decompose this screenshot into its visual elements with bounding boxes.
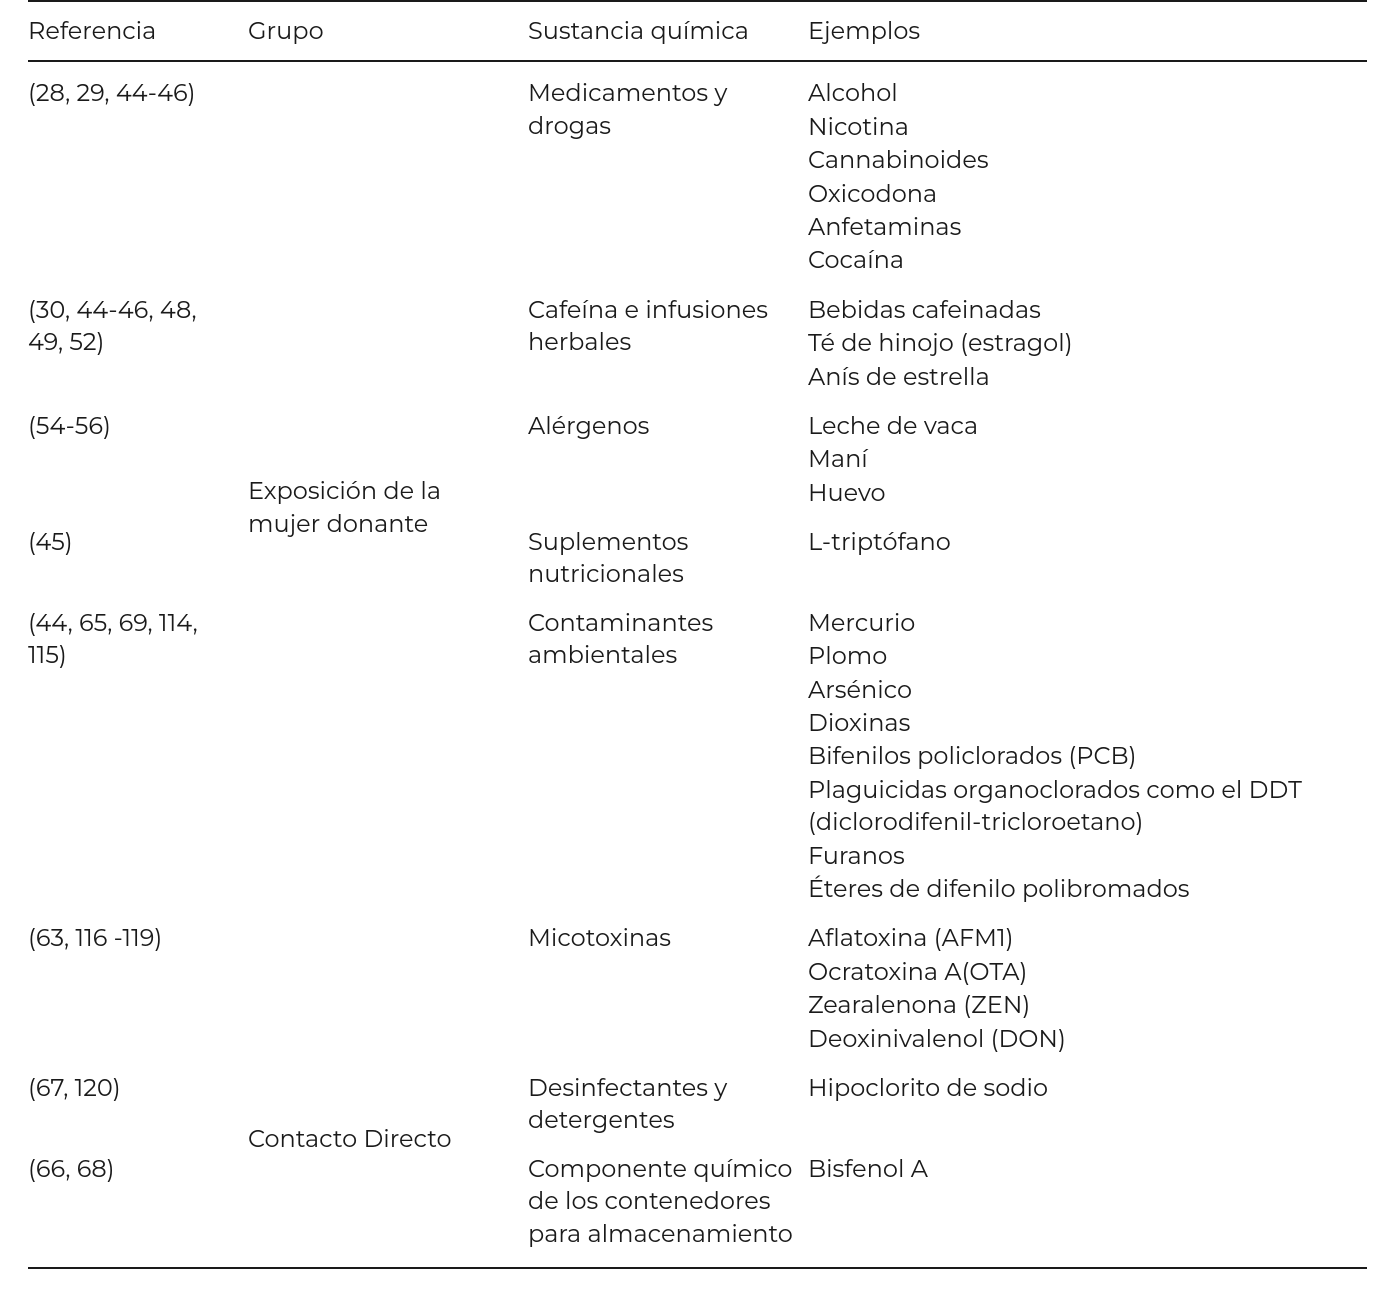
col-header-ejemplos: Ejemplos: [808, 16, 1367, 48]
table-row: (66, 68) Componente químico de los conten…: [28, 1138, 1367, 1267]
col-header-sustancia: Sustancia química: [528, 16, 808, 48]
example-item: Té de hinojo (estragol): [808, 328, 1355, 360]
example-item: Oxicodona: [808, 179, 1355, 211]
cell-referencia: (63, 116 -119): [28, 923, 248, 955]
group-label: Contacto Directo: [248, 1124, 528, 1156]
cell-sustancia: Alérgenos: [528, 411, 808, 443]
cell-ejemplos: Bisfenol A: [808, 1154, 1367, 1187]
example-item: Alcohol: [808, 78, 1355, 110]
table-row: (45) Suplementos nutricionalesL-triptófan…: [28, 511, 1367, 592]
example-item: Ocratoxina A(OTA): [808, 957, 1355, 989]
cell-referencia: (66, 68): [28, 1154, 248, 1186]
example-item: Furanos: [808, 841, 1355, 873]
group-label: Exposición de la mujer donante: [248, 476, 528, 541]
reference-table: Referencia Grupo Sustancia química Ejemp…: [28, 0, 1367, 1269]
cell-referencia: (54-56): [28, 411, 248, 443]
cell-ejemplos: Leche de vacaManíHuevo: [808, 411, 1367, 511]
example-item: Plaguicidas organoclorados como el DDT (…: [808, 775, 1355, 840]
example-item: Bisfenol A: [808, 1154, 1355, 1186]
cell-sustancia: Medicamentos y drogas: [528, 78, 808, 143]
cell-ejemplos: Aflatoxina (AFM1)Ocratoxina A(OTA)Zearal…: [808, 923, 1367, 1057]
cell-referencia: (30, 44-46, 48, 49, 52): [28, 295, 248, 360]
example-item: Aflatoxina (AFM1): [808, 923, 1355, 955]
cell-sustancia: Componente químico de los contenedores p…: [528, 1154, 808, 1251]
example-item: Éteres de difenilo polibromados: [808, 874, 1355, 906]
example-item: Nicotina: [808, 112, 1355, 144]
cell-sustancia: Contaminantes ambientales: [528, 608, 808, 673]
cell-sustancia: Micotoxinas: [528, 923, 808, 955]
example-item: Leche de vaca: [808, 411, 1355, 443]
cell-referencia: (44, 65, 69, 114, 115): [28, 608, 248, 673]
cell-ejemplos: AlcoholNicotinaCannabinoidesOxicodonaAnf…: [808, 78, 1367, 278]
example-item: Zearalenona (ZEN): [808, 990, 1355, 1022]
table-row: (63, 116 -119) MicotoxinasAflatoxina (AFM…: [28, 907, 1367, 1057]
example-item: Maní: [808, 444, 1355, 476]
example-item: Bifenilos policlorados (PCB): [808, 741, 1355, 773]
example-item: Anfetaminas: [808, 212, 1355, 244]
cell-referencia: (67, 120): [28, 1073, 248, 1105]
col-header-referencia: Referencia: [28, 16, 248, 48]
example-item: Plomo: [808, 641, 1355, 673]
col-header-grupo: Grupo: [248, 16, 528, 48]
cell-referencia: (45): [28, 527, 248, 559]
cell-ejemplos: L-triptófano: [808, 527, 1367, 560]
example-item: Mercurio: [808, 608, 1355, 640]
cell-sustancia: Suplementos nutricionales: [528, 527, 808, 592]
example-item: Arsénico: [808, 675, 1355, 707]
example-item: Deoxinivalenol (DON): [808, 1024, 1355, 1056]
example-item: L-triptófano: [808, 527, 1355, 559]
cell-sustancia: Desinfectantes y detergentes: [528, 1073, 808, 1138]
example-item: Anís de estrella: [808, 362, 1355, 394]
example-item: Cannabinoides: [808, 145, 1355, 177]
example-item: Dioxinas: [808, 708, 1355, 740]
table-row: (67, 120) Desinfectantes y detergentesHip…: [28, 1057, 1367, 1138]
table-row: (28, 29, 44-46) Medicamentos y drogasAlco…: [28, 62, 1367, 278]
example-item: Cocaína: [808, 245, 1355, 277]
table-row: (44, 65, 69, 114, 115) Contaminantes ambi…: [28, 592, 1367, 908]
cell-ejemplos: MercurioPlomoArsénicoDioxinasBifenilos p…: [808, 608, 1367, 908]
table-body: Exposición de la mujer donante (28, 29, 4…: [28, 62, 1367, 1267]
cell-ejemplos: Bebidas cafeinadasTé de hinojo (estragol…: [808, 295, 1367, 395]
cell-ejemplos: Hipoclorito de sodio: [808, 1073, 1367, 1106]
example-item: Hipoclorito de sodio: [808, 1073, 1355, 1105]
example-item: Bebidas cafeinadas: [808, 295, 1355, 327]
cell-referencia: (28, 29, 44-46): [28, 78, 248, 110]
table-row: (54-56) AlérgenosLeche de vacaManíHuevo: [28, 395, 1367, 511]
cell-sustancia: Cafeína e infusiones herbales: [528, 295, 808, 360]
table-row: (30, 44-46, 48, 49, 52) Cafeína e infusio…: [28, 279, 1367, 395]
table-header-row: Referencia Grupo Sustancia química Ejemp…: [28, 2, 1367, 62]
example-item: Huevo: [808, 478, 1355, 510]
